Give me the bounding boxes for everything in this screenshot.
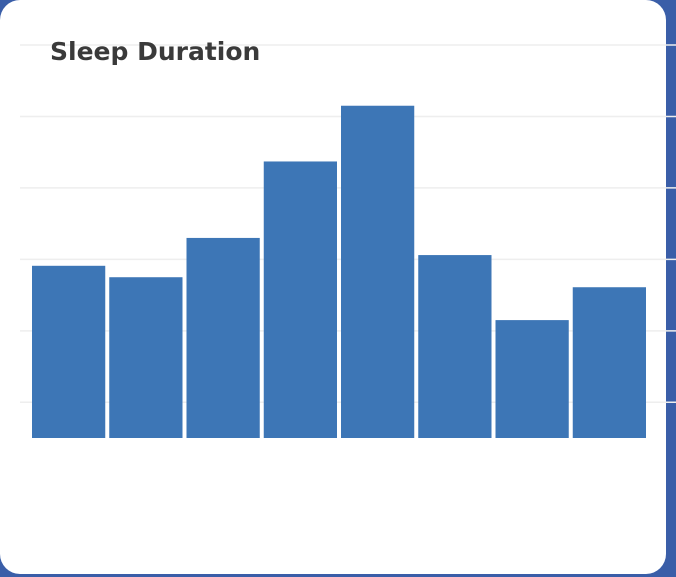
bars [32, 105, 646, 439]
bar [32, 265, 106, 438]
bar [418, 255, 492, 438]
bar [263, 161, 337, 439]
bar [495, 320, 569, 438]
bar [186, 237, 260, 438]
bar [109, 277, 183, 438]
bar [572, 287, 646, 438]
bar [341, 105, 415, 439]
chart-title: Sleep Duration [50, 37, 260, 66]
